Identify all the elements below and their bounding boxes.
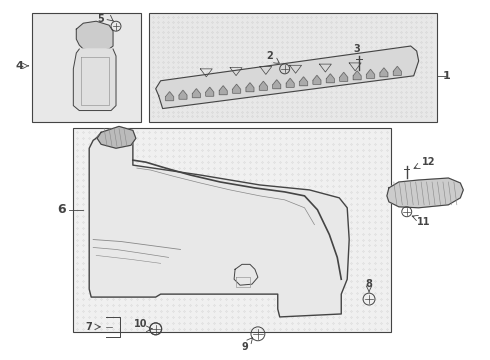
Polygon shape (326, 74, 334, 83)
Polygon shape (97, 126, 136, 148)
Polygon shape (219, 86, 227, 95)
Polygon shape (273, 80, 281, 89)
Text: 2: 2 (267, 51, 273, 61)
Text: 12: 12 (422, 157, 435, 167)
Polygon shape (89, 129, 349, 317)
Polygon shape (179, 90, 187, 99)
Polygon shape (233, 84, 241, 93)
Polygon shape (166, 92, 173, 100)
Bar (149, 13, 437, 122)
Polygon shape (387, 178, 464, 208)
Polygon shape (353, 71, 361, 80)
Polygon shape (76, 21, 113, 51)
Polygon shape (74, 49, 116, 111)
Text: 8: 8 (366, 279, 372, 289)
Polygon shape (393, 66, 401, 75)
Text: 11: 11 (417, 217, 430, 227)
Text: 7: 7 (86, 322, 93, 332)
Text: 9: 9 (242, 342, 248, 352)
Text: 10: 10 (134, 319, 147, 329)
Bar (74, 129, 391, 332)
Polygon shape (156, 46, 418, 109)
Polygon shape (193, 89, 200, 98)
Text: 3: 3 (354, 44, 361, 54)
Polygon shape (313, 75, 321, 84)
Text: 6: 6 (57, 203, 66, 216)
Polygon shape (380, 68, 388, 77)
Text: 1: 1 (442, 71, 450, 81)
Bar (32, 13, 141, 122)
Polygon shape (286, 78, 294, 87)
Polygon shape (367, 69, 374, 78)
Polygon shape (206, 87, 214, 96)
Polygon shape (299, 77, 308, 86)
Polygon shape (246, 83, 254, 92)
Text: 5: 5 (98, 14, 104, 24)
Text: 4: 4 (16, 61, 24, 71)
Polygon shape (259, 81, 268, 90)
Polygon shape (340, 72, 348, 81)
